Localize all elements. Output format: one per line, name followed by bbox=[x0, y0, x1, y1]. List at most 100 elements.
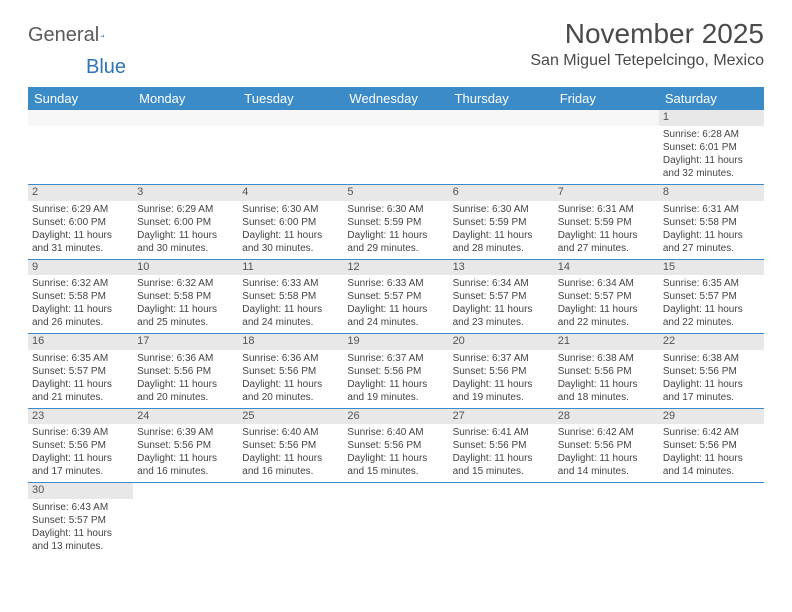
sunset-line: Sunset: 5:56 PM bbox=[137, 365, 234, 378]
daylight-line: Daylight: 11 hours and 27 minutes. bbox=[558, 229, 655, 255]
day-number-cell: 24 bbox=[133, 408, 238, 424]
sunset-line: Sunset: 5:59 PM bbox=[453, 216, 550, 229]
sunrise-line: Sunrise: 6:34 AM bbox=[558, 277, 655, 290]
sunrise-line: Sunrise: 6:38 AM bbox=[663, 352, 760, 365]
day-number-cell: 6 bbox=[449, 185, 554, 201]
day-content-row: Sunrise: 6:28 AMSunset: 6:01 PMDaylight:… bbox=[28, 126, 764, 185]
day-number-cell: 8 bbox=[659, 185, 764, 201]
day-number-cell: 21 bbox=[554, 334, 659, 350]
sunset-line: Sunset: 5:56 PM bbox=[347, 365, 444, 378]
sunset-line: Sunset: 5:57 PM bbox=[32, 365, 129, 378]
daylight-line: Daylight: 11 hours and 17 minutes. bbox=[663, 378, 760, 404]
flag-icon bbox=[101, 28, 105, 44]
day-content-cell bbox=[238, 126, 343, 185]
day-content-row: Sunrise: 6:32 AMSunset: 5:58 PMDaylight:… bbox=[28, 275, 764, 334]
weekday-header-row: Sunday Monday Tuesday Wednesday Thursday… bbox=[28, 87, 764, 110]
weekday-header: Sunday bbox=[28, 87, 133, 110]
daylight-line: Daylight: 11 hours and 28 minutes. bbox=[453, 229, 550, 255]
day-number-cell: 25 bbox=[238, 408, 343, 424]
sunrise-line: Sunrise: 6:40 AM bbox=[242, 426, 339, 439]
day-number-cell bbox=[238, 110, 343, 126]
daylight-line: Daylight: 11 hours and 15 minutes. bbox=[453, 452, 550, 478]
daylight-line: Daylight: 11 hours and 21 minutes. bbox=[32, 378, 129, 404]
sunrise-line: Sunrise: 6:43 AM bbox=[32, 501, 129, 514]
sunset-line: Sunset: 5:57 PM bbox=[558, 290, 655, 303]
sunset-line: Sunset: 5:57 PM bbox=[663, 290, 760, 303]
day-content-cell bbox=[449, 499, 554, 557]
sunset-line: Sunset: 5:56 PM bbox=[453, 365, 550, 378]
day-content-cell: Sunrise: 6:42 AMSunset: 5:56 PMDaylight:… bbox=[659, 424, 764, 483]
day-content-cell bbox=[238, 499, 343, 557]
day-number-cell: 1 bbox=[659, 110, 764, 126]
day-content-cell: Sunrise: 6:41 AMSunset: 5:56 PMDaylight:… bbox=[449, 424, 554, 483]
weekday-header: Thursday bbox=[449, 87, 554, 110]
day-content-cell: Sunrise: 6:39 AMSunset: 5:56 PMDaylight:… bbox=[133, 424, 238, 483]
day-content-cell bbox=[554, 126, 659, 185]
sunset-line: Sunset: 5:56 PM bbox=[453, 439, 550, 452]
sunrise-line: Sunrise: 6:41 AM bbox=[453, 426, 550, 439]
day-content-cell: Sunrise: 6:42 AMSunset: 5:56 PMDaylight:… bbox=[554, 424, 659, 483]
day-content-cell: Sunrise: 6:38 AMSunset: 5:56 PMDaylight:… bbox=[659, 350, 764, 409]
sunset-line: Sunset: 5:58 PM bbox=[137, 290, 234, 303]
day-content-cell: Sunrise: 6:38 AMSunset: 5:56 PMDaylight:… bbox=[554, 350, 659, 409]
location: San Miguel Tetepelcingo, Mexico bbox=[530, 52, 764, 70]
weekday-header: Friday bbox=[554, 87, 659, 110]
day-number-row: 9101112131415 bbox=[28, 259, 764, 275]
daylight-line: Daylight: 11 hours and 20 minutes. bbox=[242, 378, 339, 404]
day-content-cell: Sunrise: 6:31 AMSunset: 5:58 PMDaylight:… bbox=[659, 201, 764, 260]
daylight-line: Daylight: 11 hours and 14 minutes. bbox=[558, 452, 655, 478]
day-content-cell bbox=[554, 499, 659, 557]
logo: General bbox=[28, 24, 123, 47]
sunset-line: Sunset: 6:01 PM bbox=[663, 141, 760, 154]
day-number-cell: 12 bbox=[343, 259, 448, 275]
sunset-line: Sunset: 5:57 PM bbox=[32, 514, 129, 527]
sunset-line: Sunset: 6:00 PM bbox=[32, 216, 129, 229]
sunrise-line: Sunrise: 6:36 AM bbox=[242, 352, 339, 365]
day-content-cell: Sunrise: 6:35 AMSunset: 5:57 PMDaylight:… bbox=[28, 350, 133, 409]
day-number-row: 30 bbox=[28, 483, 764, 499]
calendar-body: 1Sunrise: 6:28 AMSunset: 6:01 PMDaylight… bbox=[28, 110, 764, 557]
logo-text-general: General bbox=[28, 24, 99, 47]
sunset-line: Sunset: 5:56 PM bbox=[558, 365, 655, 378]
sunrise-line: Sunrise: 6:34 AM bbox=[453, 277, 550, 290]
daylight-line: Daylight: 11 hours and 20 minutes. bbox=[137, 378, 234, 404]
sunset-line: Sunset: 5:58 PM bbox=[32, 290, 129, 303]
day-number-cell bbox=[28, 110, 133, 126]
weekday-header: Wednesday bbox=[343, 87, 448, 110]
day-number-cell: 10 bbox=[133, 259, 238, 275]
sunrise-line: Sunrise: 6:28 AM bbox=[663, 128, 760, 141]
day-number-cell: 11 bbox=[238, 259, 343, 275]
sunrise-line: Sunrise: 6:30 AM bbox=[242, 203, 339, 216]
weekday-header: Monday bbox=[133, 87, 238, 110]
day-content-cell: Sunrise: 6:32 AMSunset: 5:58 PMDaylight:… bbox=[28, 275, 133, 334]
day-content-cell: Sunrise: 6:29 AMSunset: 6:00 PMDaylight:… bbox=[28, 201, 133, 260]
sunrise-line: Sunrise: 6:30 AM bbox=[347, 203, 444, 216]
day-content-cell: Sunrise: 6:36 AMSunset: 5:56 PMDaylight:… bbox=[238, 350, 343, 409]
daylight-line: Daylight: 11 hours and 22 minutes. bbox=[663, 303, 760, 329]
day-number-cell bbox=[554, 110, 659, 126]
day-content-cell: Sunrise: 6:37 AMSunset: 5:56 PMDaylight:… bbox=[449, 350, 554, 409]
day-number-cell: 7 bbox=[554, 185, 659, 201]
sunrise-line: Sunrise: 6:32 AM bbox=[137, 277, 234, 290]
day-content-row: Sunrise: 6:39 AMSunset: 5:56 PMDaylight:… bbox=[28, 424, 764, 483]
daylight-line: Daylight: 11 hours and 23 minutes. bbox=[453, 303, 550, 329]
sunrise-line: Sunrise: 6:31 AM bbox=[558, 203, 655, 216]
day-number-cell: 23 bbox=[28, 408, 133, 424]
day-content-cell: Sunrise: 6:40 AMSunset: 5:56 PMDaylight:… bbox=[238, 424, 343, 483]
day-number-cell: 19 bbox=[343, 334, 448, 350]
day-content-cell: Sunrise: 6:35 AMSunset: 5:57 PMDaylight:… bbox=[659, 275, 764, 334]
day-number-cell: 2 bbox=[28, 185, 133, 201]
daylight-line: Daylight: 11 hours and 24 minutes. bbox=[347, 303, 444, 329]
sunrise-line: Sunrise: 6:29 AM bbox=[137, 203, 234, 216]
sunset-line: Sunset: 6:00 PM bbox=[137, 216, 234, 229]
day-number-cell: 26 bbox=[343, 408, 448, 424]
daylight-line: Daylight: 11 hours and 30 minutes. bbox=[137, 229, 234, 255]
day-content-cell: Sunrise: 6:34 AMSunset: 5:57 PMDaylight:… bbox=[554, 275, 659, 334]
day-content-row: Sunrise: 6:29 AMSunset: 6:00 PMDaylight:… bbox=[28, 201, 764, 260]
daylight-line: Daylight: 11 hours and 22 minutes. bbox=[558, 303, 655, 329]
day-content-cell bbox=[133, 126, 238, 185]
sunrise-line: Sunrise: 6:42 AM bbox=[663, 426, 760, 439]
day-number-cell: 15 bbox=[659, 259, 764, 275]
day-content-cell: Sunrise: 6:31 AMSunset: 5:59 PMDaylight:… bbox=[554, 201, 659, 260]
sunset-line: Sunset: 5:59 PM bbox=[558, 216, 655, 229]
